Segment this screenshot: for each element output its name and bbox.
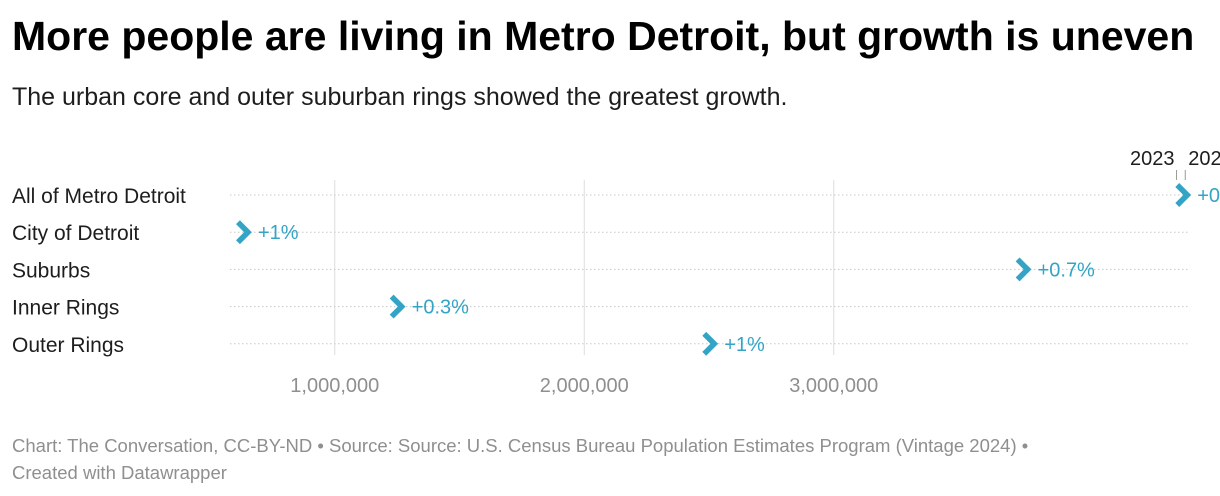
category-label: Inner Rings [12, 297, 119, 320]
change-arrow [389, 294, 406, 319]
category-label: City of Detroit [12, 222, 139, 245]
change-arrow [1175, 183, 1192, 207]
created-with-link[interactable]: Created with Datawrapper [12, 462, 227, 483]
category-label: Suburbs [12, 259, 90, 282]
change-label: +1% [724, 334, 765, 356]
legend-label-2023: 2023 [1130, 148, 1175, 170]
chart-footer: Chart: The Conversation, CC-BY-ND • Sour… [12, 432, 1212, 486]
category-label: Outer Rings [12, 334, 124, 357]
chart-subtitle: The urban core and outer suburban rings … [12, 83, 788, 111]
change-label: +0.8% [1197, 185, 1220, 207]
footer-separator: • [312, 435, 329, 456]
change-arrow [236, 220, 252, 245]
change-label: +0.3% [412, 297, 469, 319]
arrow-chart: All of Metro Detroit City of Detroit Subur… [12, 148, 1220, 397]
chart-area: All of Metro Detroit City of Detroit Subur… [0, 140, 1220, 410]
chart-credit: Chart: The Conversation, CC-BY-ND [12, 435, 313, 456]
change-label: +1% [258, 222, 299, 244]
change-label: +0.7% [1038, 259, 1095, 281]
chart-title: More people are living in Metro Detroit,… [12, 13, 1195, 59]
x-tick-label: 2,000,000 [540, 375, 629, 397]
x-tick-label: 1,000,000 [290, 375, 379, 397]
change-arrow [1015, 257, 1032, 282]
legend-label-2024: 2024 [1188, 148, 1220, 170]
category-label: All of Metro Detroit [12, 185, 186, 208]
footer-separator: • [1016, 435, 1029, 456]
change-arrow [702, 331, 719, 356]
x-tick-label: 3,000,000 [789, 375, 878, 397]
chart-source: Source: Source: U.S. Census Bureau Popul… [329, 435, 1017, 456]
